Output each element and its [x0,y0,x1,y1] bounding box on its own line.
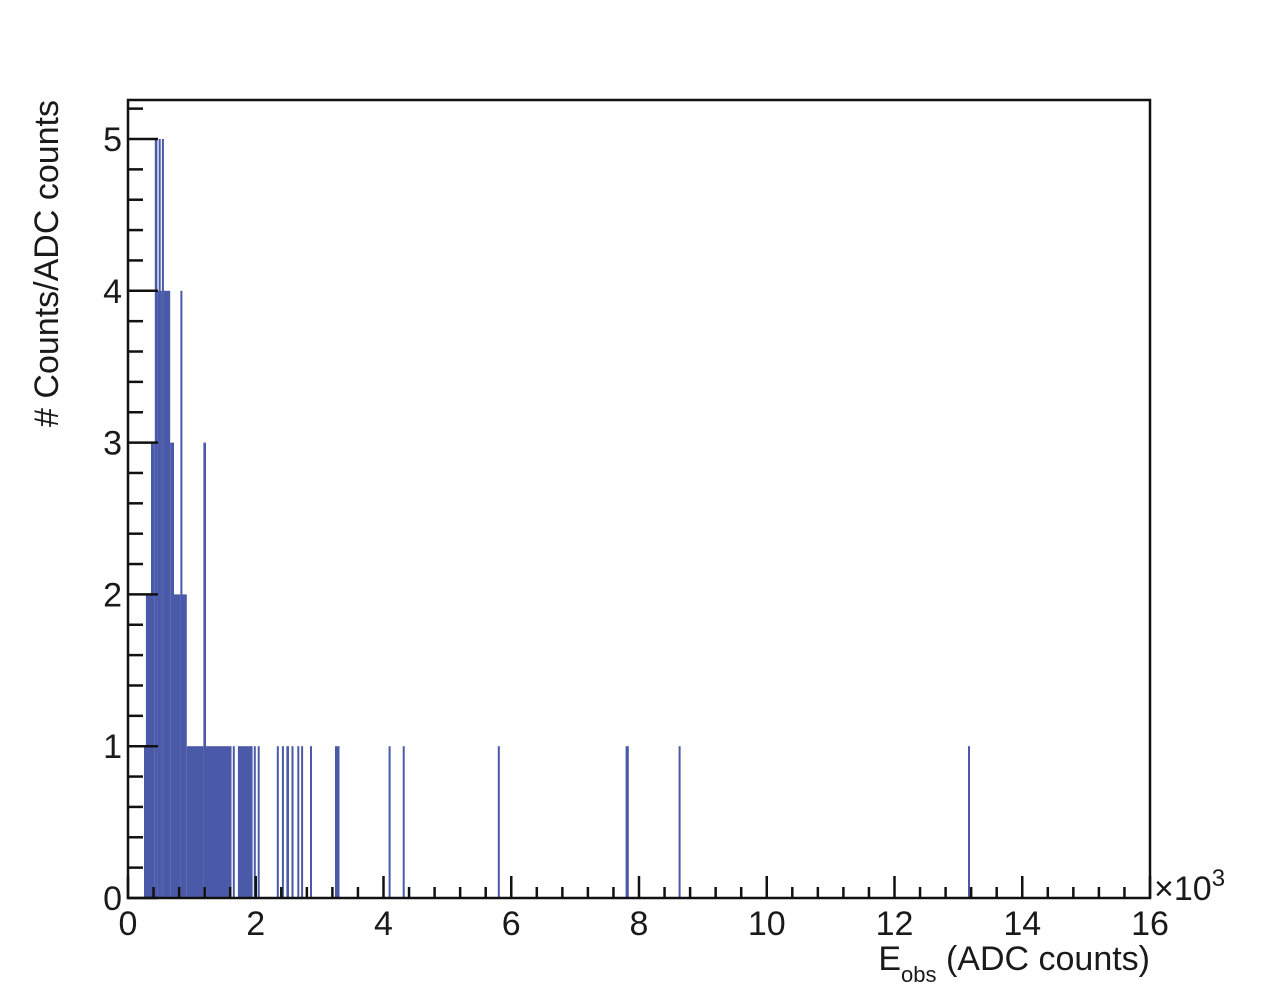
histogram-bar [257,746,260,898]
histogram-bar [154,139,158,898]
y-tick-label: 4 [103,273,122,311]
x-tick-label: 0 [119,905,138,943]
histogram-bar [301,746,304,898]
x-axis-tick-labels: 0 2 4 6 8 10 12 14 16 [119,905,1169,943]
histogram-bar [276,746,279,898]
x-tick-label: 2 [246,905,265,943]
histogram-bar [151,442,155,898]
y-tick-label: 1 [103,728,122,766]
histogram-bar [497,746,500,898]
x-tick-label: 8 [630,905,649,943]
x-axis-multiplier: ×103 [1154,865,1225,908]
histogram-bar [625,746,629,898]
histogram-bar [159,290,162,898]
histogram-bar [232,746,235,898]
y-tick-label: 5 [103,121,122,159]
x-tick-label: 16 [1131,905,1169,943]
histogram-bar [163,290,171,898]
x-tick-label: 14 [1003,905,1041,943]
histogram-bar [158,139,161,898]
y-tick-label: 3 [103,425,122,463]
histogram-bar [161,139,164,898]
histogram-bars [144,139,970,898]
histogram-bar [297,746,300,898]
y-axis-ticks [128,107,158,900]
histogram-bar [157,290,160,898]
histogram-bar [174,594,181,898]
histogram-bar [678,746,681,898]
y-tick-label: 2 [103,576,122,614]
histogram-bar [180,290,183,898]
histogram-bar [310,746,312,898]
y-tick-label: 0 [103,880,122,918]
y-axis-tick-labels: 0 1 2 3 4 5 [103,121,122,918]
histogram-bar [388,746,391,898]
histogram-bar [286,746,289,898]
histogram-bar [291,746,294,898]
histogram-bar [402,746,405,898]
histogram-bar [205,746,232,898]
histogram-bar [237,746,253,898]
histogram-bar [281,746,284,898]
histogram-bar [335,746,340,898]
histogram-bar [144,746,146,898]
histogram-bar [203,442,206,898]
y-axis-title: # Counts/ADC counts [28,100,66,427]
histogram-bar [186,746,204,898]
histogram-bar [170,442,174,898]
histogram-bar [968,746,970,898]
x-axis-ticks [126,876,1152,898]
plot-frame [126,98,1152,900]
x-tick-label: 12 [876,905,914,943]
x-tick-label: 10 [748,905,786,943]
histogram-bar [181,594,187,898]
histogram-bar [253,746,256,898]
x-tick-label: 6 [502,905,521,943]
x-tick-label: 4 [374,905,393,943]
x-axis-title: Eobs (ADC counts) [878,940,1150,987]
